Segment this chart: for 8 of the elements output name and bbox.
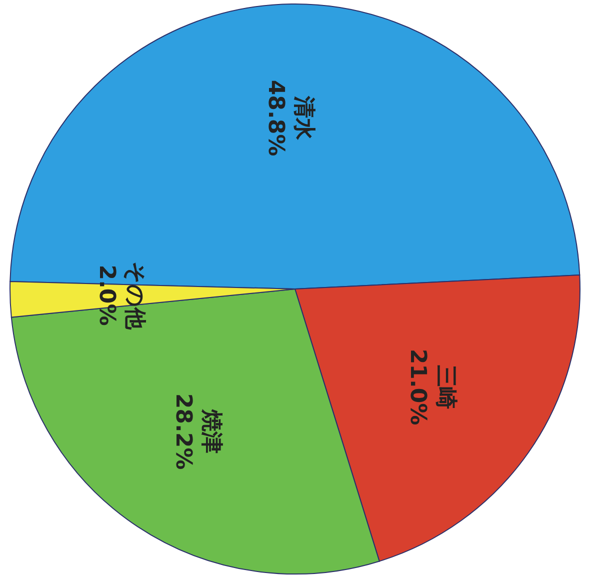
data-label: 28.2% — [170, 393, 196, 470]
data-label: 48.8% — [263, 80, 288, 156]
data-label: 21.0% — [405, 348, 430, 426]
slice-label: 清水 — [291, 95, 316, 142]
slice-label: その他 — [122, 261, 148, 330]
slice-label: 焼津 — [198, 408, 224, 454]
data-label: 2.0% — [94, 264, 120, 326]
slice-label: 三崎 — [433, 365, 458, 410]
